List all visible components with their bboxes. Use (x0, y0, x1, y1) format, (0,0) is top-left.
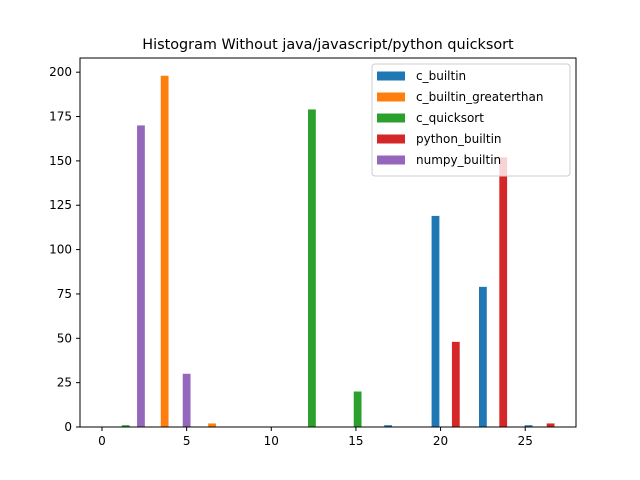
bar-python_builtin-2 (546, 423, 555, 427)
y-tick-label-75: 75 (57, 287, 72, 301)
y-tick-label-100: 100 (49, 243, 72, 257)
legend-swatch-c_quicksort (377, 113, 405, 123)
bar-python_builtin-1 (499, 157, 508, 427)
legend: c_builtin c_builtin_greaterthan c_quicksor… (371, 63, 571, 177)
chart-title: Histogram Without java/javascript/python… (142, 37, 514, 53)
y-tick-label-175: 175 (49, 110, 72, 124)
y-tick-label-25: 25 (57, 376, 72, 390)
bar-c_builtin_greaterthan-1 (208, 423, 216, 427)
bar-c_quicksort-1 (308, 109, 316, 427)
legend-box (371, 63, 571, 177)
y-tick-label-150: 150 (49, 154, 72, 168)
bar-c_quicksort-2 (353, 391, 362, 427)
bar-c_builtin_greaterthan-0 (160, 75, 169, 428)
y-tick-label-0: 0 (64, 420, 72, 434)
bar-c_builtin-1 (431, 215, 440, 427)
legend-label-python_builtin: python_builtin (416, 132, 502, 146)
legend-swatch-python_builtin (377, 134, 405, 144)
bar-numpy_builtin-0 (137, 125, 145, 427)
legend-label-numpy_builtin: numpy_builtin (416, 153, 501, 167)
bar-numpy_builtin-1 (182, 373, 191, 427)
axes-layer: 0 5 10 15 20 25 0 25 50 75 100 125 150 175 200 (49, 57, 577, 448)
x-tick-label-10: 10 (264, 434, 279, 448)
legend-label-c_builtin: c_builtin (416, 69, 466, 83)
legend-label-c_quicksort: c_quicksort (416, 111, 484, 125)
x-tick-label-15: 15 (348, 434, 363, 448)
bars-layer (121, 75, 555, 428)
y-tick-label-50: 50 (57, 331, 72, 345)
x-tick-label-20: 20 (433, 434, 448, 448)
bar-c_builtin-0 (384, 425, 392, 427)
bar-python_builtin-0 (451, 341, 460, 427)
legend-swatch-c_builtin (377, 71, 405, 81)
x-tick-label-25: 25 (518, 434, 533, 448)
legend-swatch-c_builtin_greaterthan (377, 92, 405, 102)
x-tick-label-5: 5 (183, 434, 191, 448)
bar-c_builtin-3 (524, 425, 533, 427)
legend-label-c_builtin_greaterthan: c_builtin_greaterthan (416, 90, 543, 104)
y-tick-label-200: 200 (49, 65, 72, 79)
x-tick-label-0: 0 (98, 434, 106, 448)
legend-swatch-numpy_builtin (377, 155, 405, 165)
plot-frame (79, 57, 577, 428)
bar-c_builtin-2 (479, 286, 487, 427)
bar-c_quicksort-0 (121, 425, 130, 427)
y-tick-label-125: 125 (49, 198, 72, 212)
